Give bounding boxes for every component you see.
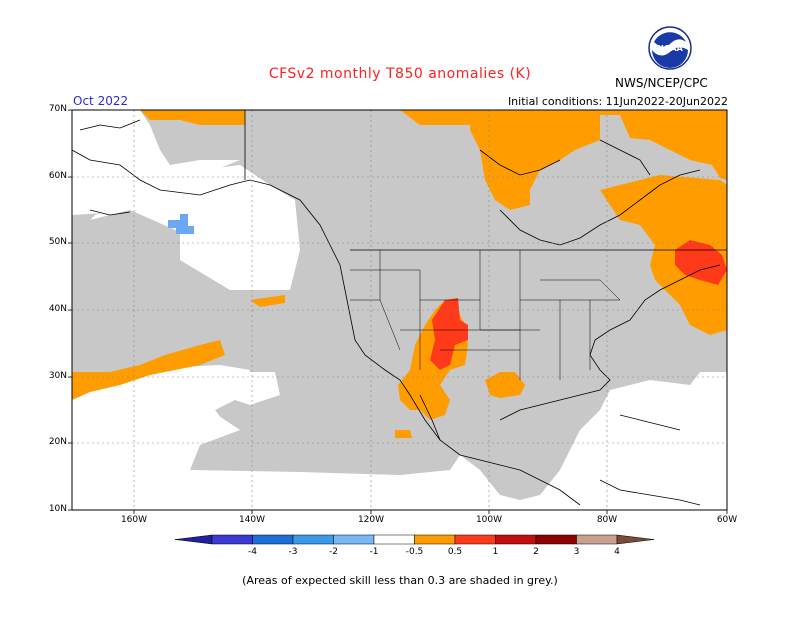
- colorbar-segment: [576, 534, 618, 545]
- lon-label-60w: 60W: [716, 515, 738, 525]
- chart-title: CFSv2 monthly T850 anomalies (K): [268, 66, 532, 82]
- colorbar-tick-label: -4: [248, 547, 257, 557]
- noaa-logo: NOAA: [648, 26, 692, 70]
- footnote: (Areas of expected skill less than 0.3 a…: [242, 574, 558, 587]
- red-anomaly-quebec: [675, 240, 727, 285]
- logo-text: NOAA: [657, 44, 683, 53]
- initial-conditions: Initial conditions: 11Jun2022-20Jun2022: [507, 95, 728, 108]
- colorbar-segment: [333, 534, 375, 545]
- lat-label-60n: 60N: [48, 171, 67, 181]
- colorbar-segment: [454, 534, 496, 545]
- axis-ticks: [68, 109, 728, 514]
- map-fill-layer: [72, 110, 727, 510]
- colorbar-segment: [414, 534, 456, 545]
- coastlines: [72, 110, 727, 506]
- colorbar-segment: [495, 534, 537, 545]
- state-borders: [350, 250, 621, 380]
- pacific-white-region: [90, 165, 300, 290]
- colorbar-tick-label: 0.5: [447, 547, 463, 557]
- agency-label: NWS/NCEP/CPC: [615, 76, 708, 90]
- colorbar-tick-label: 4: [614, 547, 620, 557]
- colorbar-segment: [211, 534, 253, 545]
- lat-label-20n: 20N: [48, 437, 67, 447]
- forecast-month: Oct 2022: [73, 94, 129, 108]
- lon-label-160w: 160W: [120, 515, 148, 525]
- colorbar-segment: [535, 534, 577, 545]
- colorbar-tick-label: -3: [288, 547, 298, 557]
- colorbar-segment: [292, 534, 334, 545]
- red-anomaly-rockies: [430, 298, 468, 370]
- colorbar-arrow-low: [174, 534, 213, 545]
- colorbar: [174, 534, 655, 545]
- light-blue-anomaly: [168, 214, 194, 234]
- lon-label-140w: 140W: [238, 515, 266, 525]
- lon-label-80w: 80W: [596, 515, 618, 525]
- colorbar-tick-label: 1: [492, 547, 499, 557]
- colorbar-tick-label: 2: [533, 547, 539, 557]
- orange-anomaly-arctic: [470, 110, 727, 210]
- colorbar-segment: [252, 534, 294, 545]
- lat-label-40n: 40N: [48, 304, 67, 314]
- colorbar-tick-label: -2: [329, 547, 338, 557]
- colorbar-tick-label: -1: [369, 547, 379, 557]
- colorbar-segment: [373, 534, 415, 545]
- lat-label-50n: 50N: [48, 237, 67, 247]
- graticule: [72, 110, 727, 510]
- lat-label-10n: 10N: [48, 504, 67, 514]
- lon-label-100w: 100W: [475, 515, 503, 525]
- colorbar-tick-label: -0.5: [405, 547, 424, 557]
- lat-label-70n: 70N: [48, 104, 67, 114]
- lat-label-30n: 30N: [48, 371, 67, 381]
- colorbar-arrow-high: [616, 534, 655, 545]
- colorbar-tick-label: 3: [573, 547, 580, 557]
- lon-label-120w: 120W: [357, 515, 385, 525]
